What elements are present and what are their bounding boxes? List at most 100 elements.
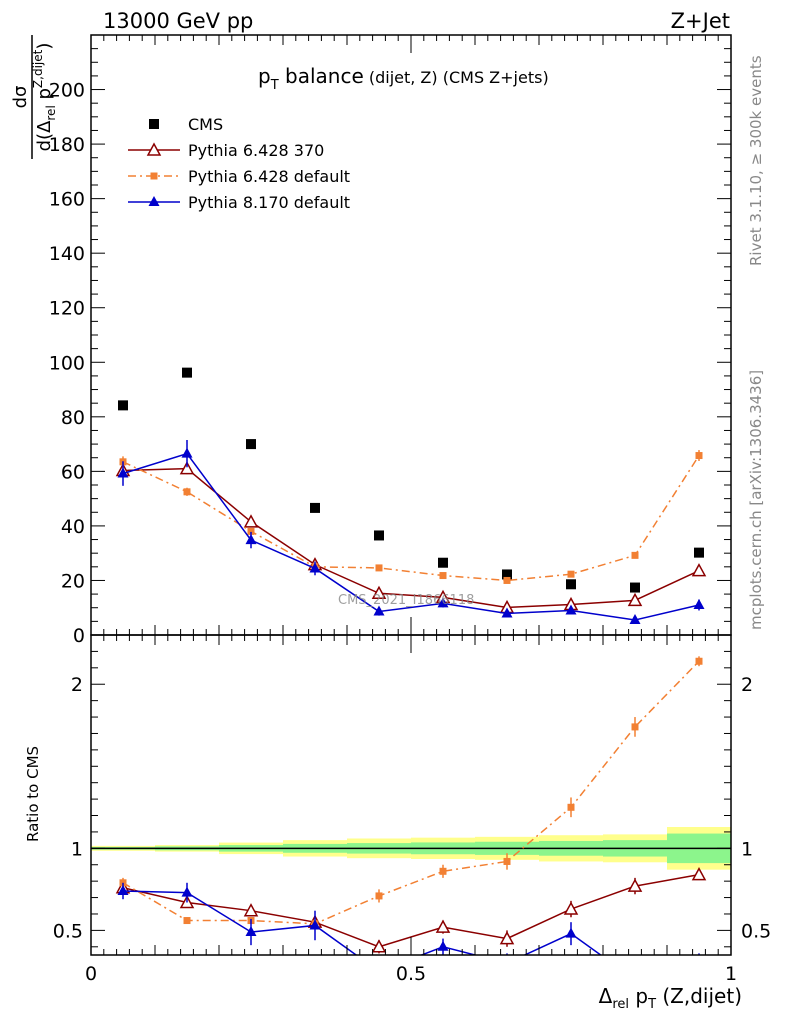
- series-line: [122, 455, 700, 582]
- ratio-data-point: [503, 857, 511, 865]
- data-point: [438, 557, 448, 568]
- data-point: [373, 605, 385, 616]
- data-point: [691, 563, 707, 577]
- ratio-data-point: [631, 723, 639, 731]
- y-tick-label: 100: [49, 352, 85, 374]
- ratio-data-point: [181, 886, 193, 897]
- ratio-data-point: [502, 957, 513, 967]
- ratio-data-point: [627, 878, 643, 892]
- ratio-data-point: [117, 885, 129, 895]
- rivet-label-wrap: Rivet 3.1.10, ≥ 300k events: [747, 55, 765, 266]
- y-tick-label: 140: [49, 243, 85, 265]
- ratio-y-tick-label-right: 2: [741, 674, 753, 696]
- data-point: [181, 447, 193, 458]
- data-point: [118, 400, 128, 411]
- y-tick-label: 60: [61, 461, 85, 483]
- y-tick-label: 120: [49, 298, 85, 320]
- data-point: [371, 585, 387, 600]
- ratio-y-tick-label-right: 1: [741, 838, 753, 860]
- ratio-series-line: [122, 660, 700, 925]
- ratio-data-point: [435, 919, 451, 933]
- y-axis-label-main: dσ d(Δrel pZ,dijet): [10, 35, 58, 159]
- y-tick-label: 20: [61, 570, 85, 592]
- main-plot-area: [115, 367, 707, 624]
- legend-marker: [149, 119, 159, 129]
- ratio-ylabel: Ratio to CMS: [24, 746, 42, 842]
- ylabel-denominator: d(Δrel pZ,dijet): [31, 43, 58, 152]
- data-point: [375, 564, 383, 572]
- data-point: [695, 452, 703, 460]
- ratio-data-point: [695, 657, 703, 665]
- series-line: [122, 452, 700, 621]
- ratio-y-tick-label-right: 0.5: [741, 920, 771, 942]
- ratio-y-tick-label: 0.5: [53, 920, 83, 942]
- x-axis-label: Δrel pT (Z,dijet): [599, 984, 742, 1012]
- ratio-series-line: [122, 890, 603, 955]
- data-point: [565, 604, 577, 615]
- title-main-rest: balance: [279, 64, 364, 88]
- data-point: [183, 488, 191, 496]
- ratio-data-point: [437, 940, 449, 951]
- header-right: Z+Jet: [671, 9, 730, 33]
- legend-marker: [146, 142, 162, 156]
- ratio-axes: 0.5 0.51 12 20 0.5 1: [53, 634, 771, 985]
- ylabel-numerator: dσ: [10, 86, 31, 109]
- ratio-data-point: [375, 892, 383, 900]
- ratio-y-tick-label: 2: [71, 674, 83, 696]
- main-frame: [90, 34, 732, 636]
- mcplots-label: mcplots.cern.ch [arXiv:1306.3436]: [747, 370, 765, 630]
- y-tick-label: 160: [49, 189, 85, 211]
- legend-marker: [150, 172, 158, 180]
- data-point: [309, 562, 321, 573]
- legend-label: Pythia 6.428 370: [188, 141, 324, 160]
- data-point: [437, 597, 449, 608]
- data-point: [630, 582, 640, 593]
- ratio-data-point: [630, 974, 641, 984]
- ratio-data-point: [374, 965, 385, 975]
- legend-label: Pythia 8.170 default: [188, 193, 350, 212]
- data-point: [694, 547, 704, 558]
- plot-title: pT balance (dijet, Z) (CMS Z+jets): [258, 64, 549, 93]
- legend-marker: [148, 196, 160, 206]
- data-point: [179, 461, 195, 475]
- ratio-data-point: [567, 803, 575, 811]
- data-point: [245, 534, 257, 545]
- mcplots-label-wrap: mcplots.cern.ch [arXiv:1306.3436]: [747, 370, 765, 630]
- watermark: CMS_2021_I1866118: [338, 593, 474, 608]
- legend-label: Pythia 6.428 default: [188, 167, 350, 186]
- x-tick-label: 0: [85, 963, 97, 985]
- data-point: [566, 579, 576, 590]
- ratio-data-point: [243, 903, 259, 917]
- x-tick-label: 0.5: [396, 963, 426, 985]
- legend-label: CMS: [188, 115, 223, 134]
- data-point: [567, 570, 575, 578]
- rivet-label: Rivet 3.1.10, ≥ 300k events: [747, 55, 765, 266]
- y-tick-label: 200: [49, 80, 85, 102]
- title-small: (dijet, Z) (CMS Z+jets): [364, 68, 549, 87]
- y-tick-label: 0: [73, 625, 85, 647]
- data-point: [631, 551, 639, 559]
- y-tick-label: 40: [61, 516, 85, 538]
- ratio-data-point: [691, 867, 707, 881]
- ratio-data-point: [565, 927, 577, 938]
- title-main-sub: T: [270, 78, 279, 93]
- ratio-y-tick-label: 1: [71, 838, 83, 860]
- data-point: [502, 569, 512, 580]
- y-tick-label: 180: [49, 134, 85, 156]
- ratio-data-point: [183, 917, 191, 925]
- x-tick-label: 1: [725, 963, 737, 985]
- data-point: [310, 502, 320, 513]
- ratio-data-point: [563, 901, 579, 915]
- legend: CMS Pythia 6.428 370 Pythia 6.428 default P…: [128, 115, 350, 212]
- series-line: [122, 467, 700, 609]
- data-point: [629, 614, 641, 624]
- data-point: [243, 514, 259, 528]
- ratio-data-point: [694, 957, 705, 967]
- ratio-data-point: [371, 939, 387, 953]
- data-point: [182, 367, 192, 378]
- ratio-data-point: [439, 867, 447, 875]
- y-tick-label: 80: [61, 407, 85, 429]
- title-main: p: [258, 64, 271, 88]
- data-point: [246, 439, 256, 450]
